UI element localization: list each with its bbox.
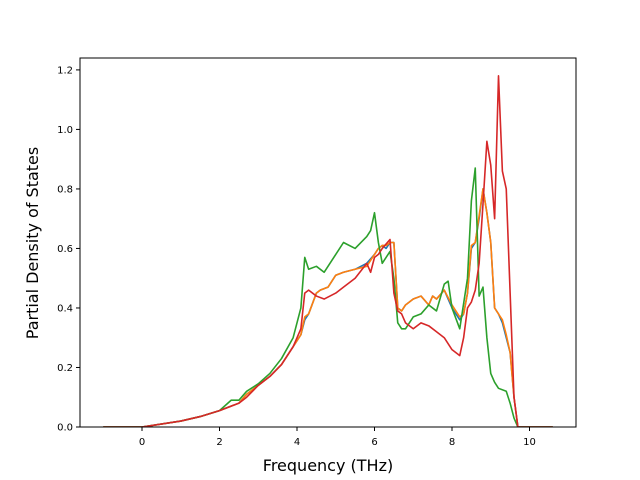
y-axis: 0.0 0.2 0.4 0.6 0.8 1.0 1.2: [57, 65, 80, 434]
y-tick-label: 0.2: [57, 363, 73, 374]
series-line-3: [103, 167, 553, 427]
y-tick-label: 1.0: [57, 125, 73, 136]
plot-frame: [79, 57, 577, 428]
series-line-4: [103, 75, 553, 427]
x-tick-label: 10: [523, 437, 536, 448]
y-tick-label: 0.4: [57, 303, 73, 314]
y-tick-label: 0.0: [57, 423, 73, 434]
series-layer: [103, 75, 553, 427]
x-tick-label: 6: [371, 437, 377, 448]
x-tick-label: 2: [216, 437, 222, 448]
y-tick-label: 0.6: [57, 244, 73, 255]
x-axis: 0 2 4 6 8 10: [139, 427, 536, 448]
x-axis-label: Frequency (THz): [263, 456, 393, 475]
x-tick-label: 4: [294, 437, 300, 448]
y-tick-label: 0.8: [57, 184, 73, 195]
y-axis-label: Partial Density of States: [23, 147, 42, 339]
plot-area: [80, 58, 576, 427]
x-tick-label: 0: [139, 437, 145, 448]
x-tick-label: 8: [449, 437, 455, 448]
y-tick-label: 1.2: [57, 65, 73, 76]
